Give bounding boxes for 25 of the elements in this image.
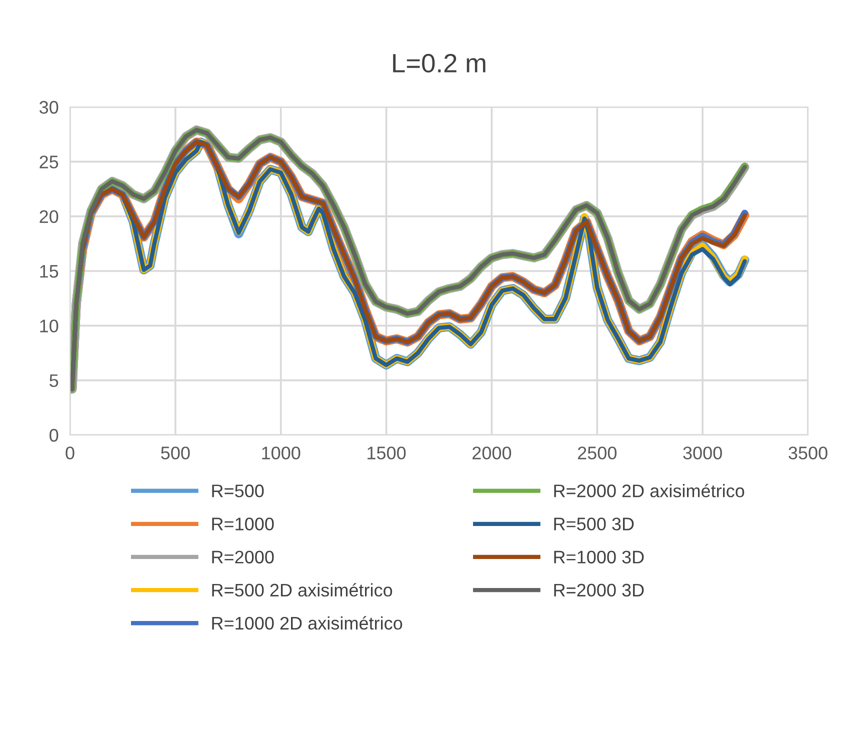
y-tick-label: 0 bbox=[50, 428, 58, 442]
y-tick-label: 30 bbox=[39, 100, 58, 114]
x-tick-label: 1000 bbox=[262, 446, 300, 460]
y-tick-label: 20 bbox=[40, 210, 58, 224]
y-tick-label: 15 bbox=[40, 265, 58, 278]
legend-label: R=500 3D bbox=[554, 518, 634, 530]
legend-label: R=500 2D axisimétrico bbox=[212, 583, 392, 597]
legend-label: R=1000 2D axisimétrico bbox=[212, 616, 402, 630]
legend-label: R=2000 bbox=[212, 550, 274, 564]
legend-label: R=2000 2D axisimétrico bbox=[554, 484, 744, 498]
y-tick-label: 10 bbox=[40, 320, 58, 332]
y-tick-label: 25 bbox=[40, 156, 58, 168]
x-tick-label: 2500 bbox=[578, 446, 617, 460]
legend-label: R=1000 3D bbox=[554, 550, 644, 564]
x-tick-label: 0 bbox=[66, 446, 74, 460]
x-tick-label: 2000 bbox=[472, 446, 512, 460]
x-tick-label: 3000 bbox=[683, 446, 722, 460]
chart-title: L=0.2 m bbox=[393, 54, 486, 73]
x-tick-label: 500 bbox=[161, 446, 190, 460]
legend-label: R=2000 3D bbox=[554, 584, 644, 597]
legend-label: R=500 bbox=[212, 484, 264, 498]
x-tick-label: 1500 bbox=[368, 446, 406, 460]
y-tick-label: 5 bbox=[50, 374, 58, 388]
legend-label: R=1000 bbox=[212, 518, 274, 530]
x-tick-label: 3500 bbox=[788, 446, 828, 460]
